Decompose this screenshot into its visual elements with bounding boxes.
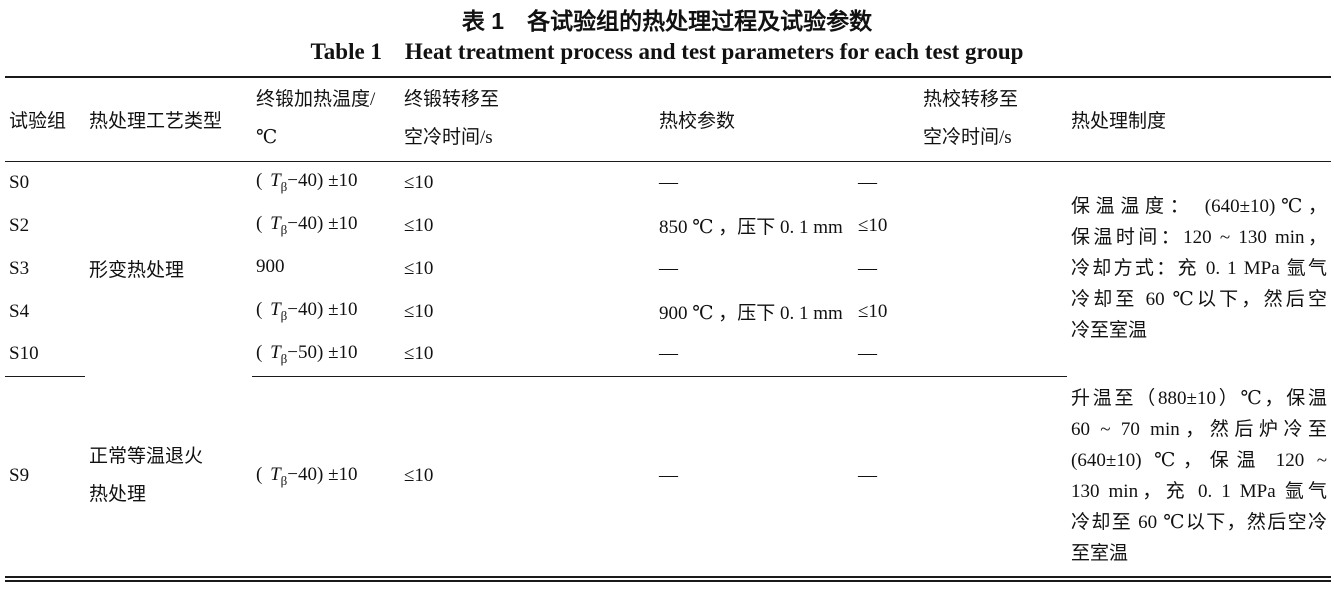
table-row-s10: S10 ( Tβ−50) ±10 ≤10 — — bbox=[5, 333, 1331, 377]
sizing-transfer-cell: — bbox=[858, 171, 877, 193]
test-group-cell: S3 bbox=[9, 257, 30, 279]
test-group-cell: S9 bbox=[9, 465, 30, 487]
col-header-forging-transfer-time: 终锻转移至 空冷时间/s bbox=[400, 77, 655, 162]
col-header-test-group: 试验组 bbox=[5, 77, 85, 162]
col-header-hot-sizing-params: 热校参数 bbox=[655, 77, 854, 162]
process-type-cell: 正常等温退火 热处理 bbox=[89, 446, 204, 505]
forging-temp-cell: ( Tβ−40) ±10 bbox=[256, 299, 358, 323]
forging-temp-cell: 900 bbox=[256, 256, 285, 278]
test-group-cell: S10 bbox=[5, 333, 85, 377]
sizing-transfer-cell: — bbox=[858, 465, 877, 487]
forging-temp-cell: ( Tβ−40) ±10 bbox=[256, 213, 358, 237]
regime-cell-group1: 保温温度： (640±10)℃， 保温时间：120 ~ 130 min， 冷却方… bbox=[1071, 196, 1327, 342]
forging-transfer-cell: ≤10 bbox=[404, 300, 434, 322]
sizing-transfer-cell: ≤10 bbox=[858, 214, 888, 236]
table-row-s4: S4 ( Tβ−40) ±10 ≤10 900 ℃ ，压下 0. 1 mm ≤1… bbox=[5, 290, 1331, 333]
forging-transfer-cell: ≤10 bbox=[400, 333, 655, 377]
forging-transfer-cell: ≤10 bbox=[404, 465, 434, 487]
caption-english: Table 1 Heat treatment process and test … bbox=[310, 39, 1024, 64]
test-group-cell: S2 bbox=[9, 214, 30, 236]
forging-temp-cell: ( Tβ−40) ±10 bbox=[256, 463, 358, 488]
sizing-transfer-cell: ≤10 bbox=[858, 300, 888, 322]
forging-temp-cell: ( Tβ−50) ±10 bbox=[252, 333, 400, 377]
group-deformation-heat-treatment: S0 形变热处理 ( Tβ−40) ±10 ≤10 — — 保温温度： (640… bbox=[5, 161, 1331, 377]
forging-temp-cell: ( Tβ−40) ±10 bbox=[256, 170, 358, 195]
table-row-s0: S0 形变热处理 ( Tβ−40) ±10 ≤10 — — 保温温度： (640… bbox=[5, 161, 1331, 341]
col-header-heat-treatment-regime: 热处理制度 bbox=[1067, 77, 1331, 162]
sizing-transfer-cell: — bbox=[858, 257, 877, 279]
test-group-cell: S4 bbox=[9, 300, 30, 322]
table-row-s3: S3 900 ≤10 — — bbox=[5, 247, 1331, 290]
col-header-forging-temp: 终锻加热温度/ ℃ bbox=[252, 77, 400, 162]
forging-transfer-cell: ≤10 bbox=[404, 214, 434, 236]
table-header: 试验组 热处理工艺类型 终锻加热温度/ ℃ 终锻转移至 空冷时间/s 热校参数 … bbox=[5, 77, 1331, 162]
regime-cell-group2: 升温至（880±10）℃，保温 60 ~ 70 min，然后炉冷至 (640±1… bbox=[1071, 388, 1327, 564]
sizing-params-cell: — bbox=[659, 465, 678, 487]
forging-transfer-cell: ≤10 bbox=[404, 257, 434, 279]
col-header-sizing-transfer-time: 热校转移至 空冷时间/s bbox=[854, 77, 1067, 162]
sizing-params-cell: 850 ℃ ，压下 0. 1 mm bbox=[659, 217, 843, 238]
header-row: 试验组 热处理工艺类型 终锻加热温度/ ℃ 终锻转移至 空冷时间/s 热校参数 … bbox=[5, 77, 1331, 162]
caption-chinese: 表 1 各试验组的热处理过程及试验参数 bbox=[461, 8, 873, 34]
process-type-cell: 形变热处理 bbox=[89, 260, 185, 282]
sizing-params-cell: — bbox=[655, 333, 854, 377]
heat-treatment-table: 试验组 热处理工艺类型 终锻加热温度/ ℃ 终锻转移至 空冷时间/s 热校参数 … bbox=[5, 76, 1331, 582]
sizing-transfer-cell: — bbox=[854, 333, 1067, 377]
forging-transfer-cell: ≤10 bbox=[404, 171, 434, 193]
group-isothermal-annealing: S9 正常等温退火 热处理 ( Tβ−40) ±10 ≤10 — — 升温至（8… bbox=[5, 376, 1331, 579]
test-group-cell: S0 bbox=[9, 171, 30, 193]
table-row-s9: S9 正常等温退火 热处理 ( Tβ−40) ±10 ≤10 — — 升温至（8… bbox=[5, 376, 1331, 579]
sizing-params-cell: 900 ℃ ，压下 0. 1 mm bbox=[659, 303, 843, 324]
sizing-params-cell: — bbox=[659, 257, 678, 279]
col-header-process-type: 热处理工艺类型 bbox=[85, 77, 252, 162]
table-row-s2: S2 ( Tβ−40) ±10 ≤10 850 ℃ ，压下 0. 1 mm ≤1… bbox=[5, 204, 1331, 247]
sizing-params-cell: — bbox=[659, 171, 678, 193]
table-caption: 表 1 各试验组的热处理过程及试验参数 Table 1 Heat treatme… bbox=[0, 0, 1334, 68]
